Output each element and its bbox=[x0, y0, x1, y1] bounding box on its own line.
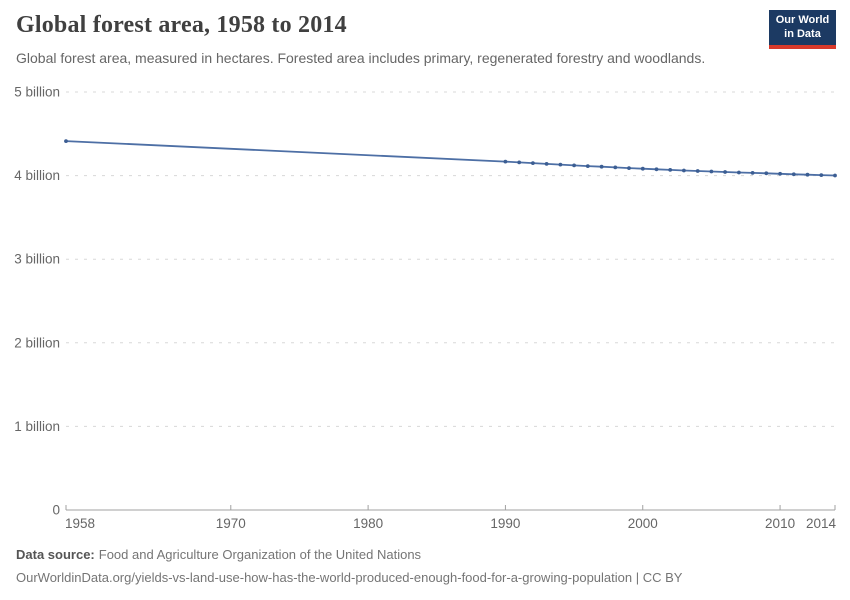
data-point[interactable] bbox=[695, 169, 700, 173]
data-point[interactable] bbox=[613, 165, 618, 170]
data-point[interactable] bbox=[723, 170, 727, 174]
data-point[interactable] bbox=[833, 173, 837, 178]
data-point[interactable] bbox=[503, 159, 508, 164]
y-tick-label: 1 billion bbox=[14, 419, 60, 434]
data-source-line: Data source: Food and Agriculture Organiz… bbox=[16, 547, 682, 562]
data-point[interactable] bbox=[682, 168, 686, 173]
data-point[interactable] bbox=[709, 169, 714, 174]
x-tick-label: 1970 bbox=[216, 516, 246, 531]
y-tick-label: 3 billion bbox=[14, 252, 60, 267]
logo-line2: in Data bbox=[784, 27, 821, 40]
data-point[interactable] bbox=[531, 161, 535, 166]
data-point[interactable] bbox=[585, 164, 590, 169]
data-point[interactable] bbox=[627, 166, 631, 171]
data-point[interactable] bbox=[819, 173, 824, 178]
series-line[interactable] bbox=[65, 140, 836, 177]
data-point[interactable] bbox=[517, 160, 522, 165]
page-title: Global forest area, 1958 to 2014 bbox=[16, 12, 347, 38]
logo-line1: Our World bbox=[775, 13, 830, 26]
data-point[interactable] bbox=[654, 167, 659, 172]
data-point[interactable] bbox=[558, 162, 563, 167]
data-point[interactable] bbox=[599, 164, 604, 169]
data-point[interactable] bbox=[778, 171, 782, 176]
x-tick-label: 2014 bbox=[806, 516, 837, 531]
data-point[interactable] bbox=[764, 171, 769, 176]
citation-link[interactable]: OurWorldinData.org/yields-vs-land-use-ho… bbox=[16, 570, 683, 585]
data-point[interactable] bbox=[64, 139, 68, 144]
x-tick-label: 1980 bbox=[353, 516, 383, 531]
y-tick-label: 0 bbox=[52, 503, 60, 518]
x-tick-label: 2000 bbox=[628, 516, 658, 531]
data-point[interactable] bbox=[791, 172, 796, 177]
data-point[interactable] bbox=[737, 170, 741, 175]
y-tick-label: 2 billion bbox=[14, 335, 60, 350]
owid-logo[interactable]: Our World in Data bbox=[769, 10, 836, 49]
data-point[interactable] bbox=[750, 171, 755, 175]
y-tick-label: 5 billion bbox=[14, 85, 60, 100]
x-tick-label: 1990 bbox=[490, 516, 520, 531]
chart-subtitle: Global forest area, measured in hectares… bbox=[16, 50, 706, 66]
chart-footer: Data source: Food and Agriculture Organiz… bbox=[16, 547, 682, 585]
data-source-value: Food and Agriculture Organization of the… bbox=[98, 547, 422, 562]
data-point[interactable] bbox=[544, 162, 549, 166]
data-point[interactable] bbox=[668, 168, 673, 172]
x-tick-label: 1958 bbox=[65, 516, 95, 531]
data-point[interactable] bbox=[805, 172, 810, 177]
data-source-label: Data source: bbox=[16, 547, 95, 562]
y-tick-label: 4 billion bbox=[14, 168, 60, 183]
x-tick-label: 2010 bbox=[765, 516, 795, 531]
data-point[interactable] bbox=[572, 163, 576, 168]
data-point[interactable] bbox=[640, 166, 645, 171]
